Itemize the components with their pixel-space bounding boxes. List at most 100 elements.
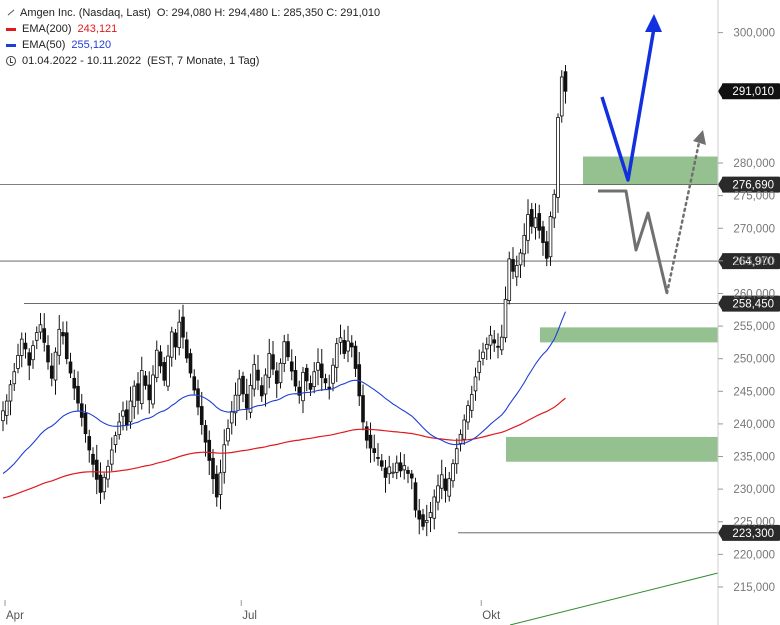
candle-body (301, 371, 305, 402)
candle-body (151, 374, 155, 405)
candle-body (432, 496, 437, 519)
legend-ema200[interactable]: EMA(200) 243,121 (6, 21, 380, 37)
candle-body (526, 214, 530, 241)
price-tag-pointer (718, 524, 723, 541)
candle-body (451, 463, 455, 482)
candle-body (241, 375, 245, 395)
ema200-swatch (6, 27, 16, 31)
price-tag-pointer (718, 83, 723, 100)
support-zone (540, 327, 718, 343)
candle-body (38, 324, 43, 333)
candle-body (143, 375, 148, 386)
price-tag (722, 253, 780, 270)
candle-body (424, 520, 429, 523)
candle-body (406, 470, 410, 474)
candle-body (16, 355, 20, 369)
period-range: 01.04.2022 - 10.11.2022 (22, 55, 142, 67)
ema50-line (2, 311, 567, 474)
candle-body (106, 465, 110, 480)
ema200-label: EMA(200) (22, 23, 72, 35)
candle-body (484, 343, 489, 350)
candle-body (548, 216, 553, 258)
candle-body (94, 459, 99, 480)
candle-body (203, 425, 208, 443)
legend-ema50[interactable]: EMA(50) 255,120 (6, 37, 380, 53)
candle-body (169, 331, 174, 358)
y-tick-label: 245,000 (733, 386, 775, 398)
candle-body (413, 482, 418, 511)
candle-body (319, 363, 324, 379)
candle-body (117, 421, 122, 436)
candle-body (166, 355, 170, 387)
candle-body (346, 340, 350, 352)
ema200-line (2, 397, 566, 499)
candle-body (256, 369, 260, 381)
y-tick-label: 240,000 (733, 419, 775, 431)
candle-body (68, 361, 73, 374)
candle-body (353, 345, 358, 369)
candle-body (402, 465, 407, 471)
candle-body (267, 353, 272, 378)
candle-body (533, 217, 538, 229)
candle-body (503, 298, 508, 339)
candle-body (394, 462, 399, 473)
blue-arrowhead (645, 14, 662, 32)
candle-body (469, 394, 474, 411)
candle-body (248, 385, 253, 413)
candle-body (316, 362, 320, 371)
candle-body (252, 364, 257, 390)
gray-projection-path (598, 189, 669, 294)
candle-body (19, 338, 24, 356)
candle-body (233, 394, 238, 414)
candle-body (27, 352, 32, 366)
candle-body (334, 343, 339, 368)
y-tick-label: 230,000 (733, 484, 775, 496)
candle-body (244, 393, 249, 409)
price-tag-label: 291,010 (732, 86, 774, 98)
candle-body (1, 410, 5, 422)
candle-body (304, 367, 309, 382)
candle-body (428, 512, 433, 518)
clock-icon (6, 56, 16, 66)
candle-body (136, 383, 140, 401)
ema50-label: EMA(50) (22, 39, 66, 51)
price-tag-label: 276,690 (732, 180, 774, 192)
candle-body (64, 332, 69, 360)
candle-body (181, 316, 185, 338)
candle-body (537, 213, 542, 231)
price-tag (722, 83, 780, 100)
candle-body (454, 448, 459, 465)
support-zone (506, 436, 718, 462)
candle-body (42, 328, 47, 343)
price-tag-pointer (718, 176, 723, 193)
candle-body (102, 476, 107, 493)
trend-line (509, 572, 719, 625)
x-tick-label: Okt (482, 610, 501, 622)
candle-body (72, 377, 77, 389)
candle-body (12, 371, 17, 385)
x-axis: Apr Jul Okt (4, 600, 501, 622)
y-tick-label: 220,000 (733, 549, 775, 561)
candle-body (361, 395, 365, 423)
candle-body (222, 444, 227, 473)
candle-body (293, 370, 298, 387)
candle-body (349, 342, 354, 348)
candle-body (34, 332, 39, 341)
candle-body (154, 349, 159, 378)
candle-body (376, 457, 380, 459)
candle-body (417, 510, 422, 520)
ema50-value: 255,120 (71, 39, 112, 51)
gray-arrowhead (693, 130, 706, 145)
candle-body (282, 341, 287, 364)
candle-body (473, 376, 478, 392)
y-axis: 215,000 220,000 225,000 230,000 235,000 240,0… (717, 0, 775, 625)
x-tick-label: Jul (242, 610, 257, 622)
y-tick-label: 275,000 (733, 191, 775, 203)
candle-body (436, 485, 440, 503)
ema200-value: 243,121 (77, 23, 118, 35)
candle-body (177, 321, 182, 348)
candle-body (342, 340, 347, 354)
candle-body (4, 400, 9, 416)
candle-body (46, 345, 50, 363)
